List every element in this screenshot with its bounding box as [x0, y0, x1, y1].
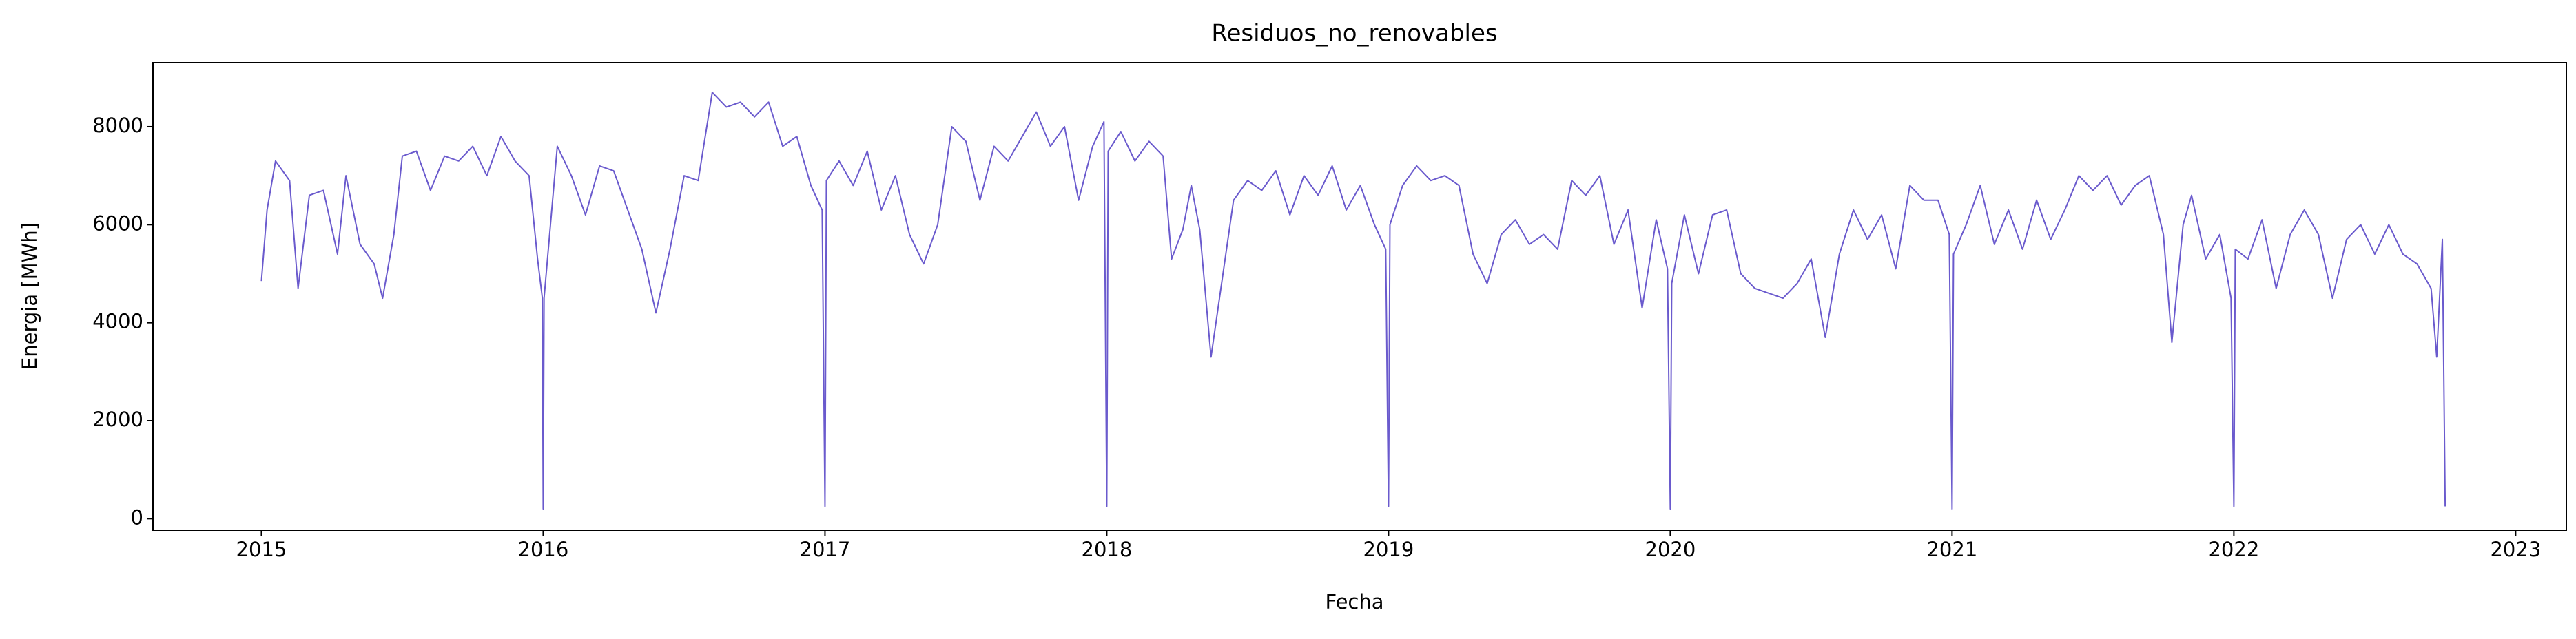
x-axis-label: Fecha [1325, 590, 1383, 614]
data-line [260, 92, 2446, 510]
x-tick-label: 2021 [1926, 538, 1977, 561]
y-tick-label: 8000 [92, 114, 143, 137]
chart-title: Residuos_no_renovables [1211, 20, 1497, 48]
x-tick-label: 2015 [236, 538, 287, 561]
y-tick-label: 2000 [92, 408, 143, 431]
x-tick-label: 2020 [1645, 538, 1696, 561]
x-tick-label: 2022 [2208, 538, 2259, 561]
y-tick-label: 4000 [92, 310, 143, 333]
x-tick-label: 2016 [518, 538, 569, 561]
x-tick-label: 2018 [1082, 538, 1133, 561]
x-tick-label: 2023 [2490, 538, 2541, 561]
x-tick-label: 2019 [1363, 538, 1414, 561]
plot-frame [152, 62, 2567, 531]
y-tick-label: 6000 [92, 211, 143, 235]
y-tick-label: 0 [131, 505, 143, 529]
x-tick-label: 2017 [800, 538, 851, 561]
y-axis-label: Energia [MWh] [18, 222, 41, 370]
